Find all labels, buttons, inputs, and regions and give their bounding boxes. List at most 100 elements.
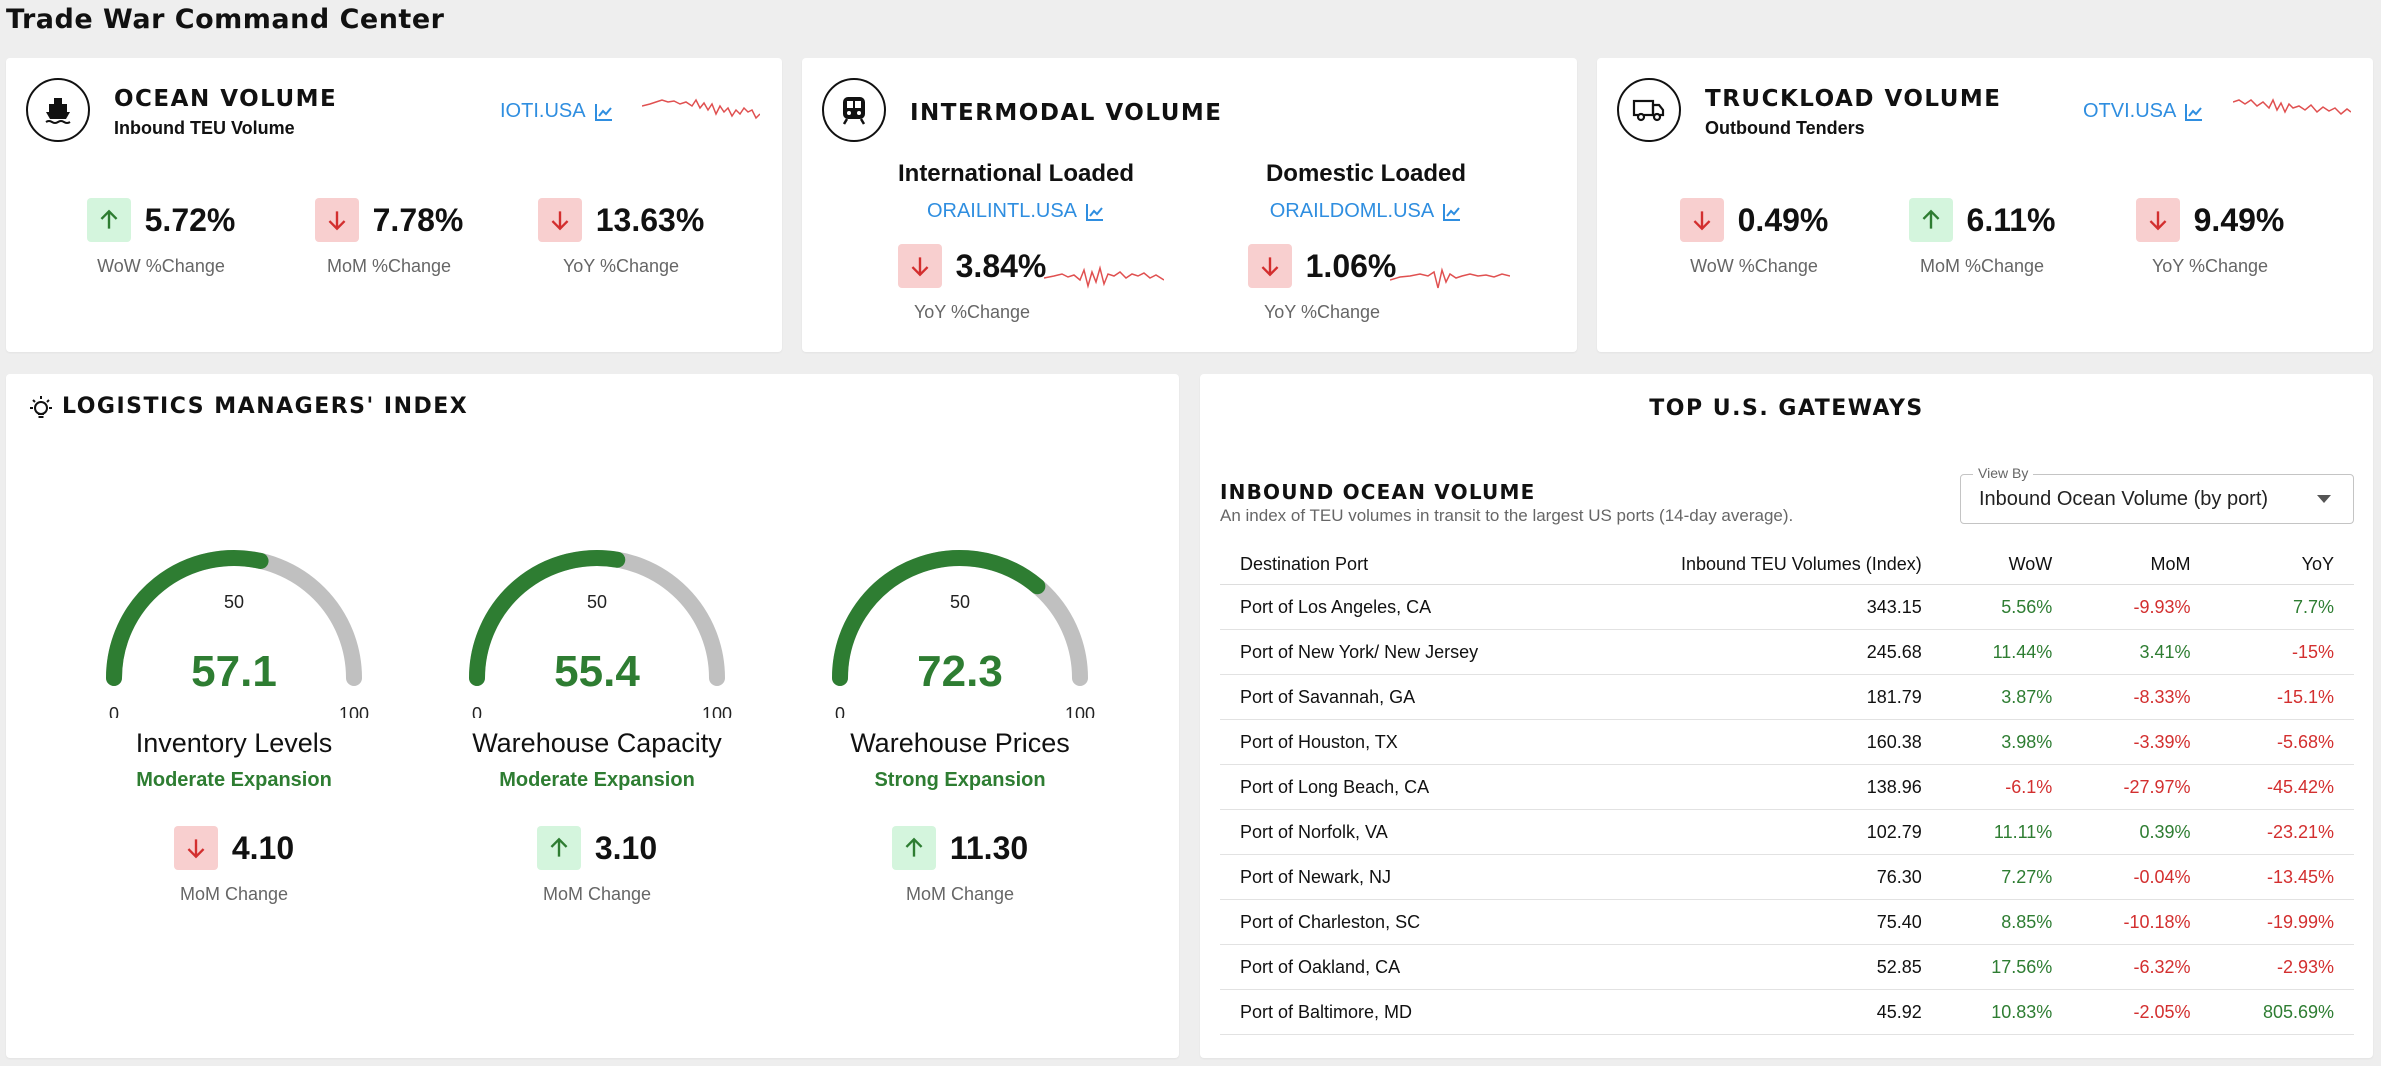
page-title: Trade War Command Center — [6, 4, 445, 35]
gauge-change-value: 4.10 — [231, 829, 295, 866]
gauge-max-label: 100 — [339, 704, 369, 718]
table-row: Port of Charleston, SC 75.40 8.85% -10.18% -… — [1220, 899, 2354, 945]
value-cell: -23.21% — [2210, 809, 2354, 855]
ocean-yoy-metric: 13.63% YoY %Change — [506, 198, 736, 277]
table-row: Port of Long Beach, CA 138.96 -6.1% -27.97%… — [1220, 764, 2354, 810]
metric-value: 13.63% — [595, 201, 705, 238]
domestic-yoy-metric: 1.06% YoY %Change — [1192, 244, 1452, 323]
column-header[interactable]: Inbound TEU Volumes (Index) — [1579, 544, 1942, 585]
down-arrow-icon — [173, 826, 218, 870]
column-header[interactable]: Destination Port — [1220, 544, 1580, 585]
gauge-name: Inventory Levels — [135, 728, 333, 758]
value-cell: 3.87% — [1941, 674, 2073, 720]
port-name-cell: Port of Savannah, GA — [1220, 674, 1580, 720]
intermodal-volume-title: INTERMODAL VOLUME — [910, 100, 1223, 126]
metric-value: 6.11% — [1966, 201, 2056, 238]
gauge-name: Warehouse Capacity — [472, 728, 722, 758]
lmi-title: LOGISTICS MANAGERS' INDEX — [62, 394, 469, 419]
gauge-min-label: 0 — [109, 704, 119, 718]
gauge-value: 55.4 — [554, 647, 640, 696]
table-row: Port of Savannah, GA 181.79 3.87% -8.33% -15… — [1220, 674, 2354, 720]
port-name-cell: Port of Baltimore, MD — [1220, 989, 1580, 1035]
value-cell: 7.7% — [2210, 584, 2354, 630]
domestic-loaded-header: Domestic Loaded ORAILDOML.USA — [1196, 160, 1536, 223]
chart-icon — [594, 103, 612, 121]
chart-icon — [1086, 203, 1104, 221]
gauge-dial: 50 57.1 0 100 — [106, 550, 369, 718]
domestic-ticker-label: ORAILDOML.USA — [1269, 200, 1435, 222]
gauge-fill — [106, 550, 269, 686]
table-row: Port of Los Angeles, CA 343.15 5.56% -9.93%… — [1220, 584, 2354, 630]
down-arrow-icon — [897, 244, 942, 288]
value-cell: -9.93% — [2072, 584, 2211, 630]
value-cell: 3.98% — [1941, 719, 2073, 765]
column-header[interactable]: WoW — [1941, 544, 2073, 585]
gauge-change-label: MoM Change — [542, 884, 652, 904]
value-cell: 181.79 — [1579, 674, 1942, 720]
value-cell: 8.85% — [1941, 899, 2073, 945]
value-cell: 5.56% — [1941, 584, 2073, 630]
value-cell: -8.33% — [2072, 674, 2211, 720]
value-cell: 0.39% — [2072, 809, 2211, 855]
down-arrow-icon — [1247, 244, 1292, 288]
lmi-card: LOGISTICS MANAGERS' INDEX 50 57.1 0 100 Inv… — [6, 374, 1179, 1058]
value-cell: 805.69% — [2210, 989, 2354, 1035]
metric-label: WoW %Change — [97, 256, 225, 276]
port-name-cell: Port of Los Angeles, CA — [1220, 584, 1580, 630]
gauge-name: Warehouse Prices — [850, 728, 1070, 758]
domestic-sparkline — [1390, 267, 1510, 289]
train-icon — [822, 78, 886, 142]
ship-icon — [26, 78, 90, 142]
gauge-warehouse-capacity: 50 55.4 0 100 Warehouse Capacity Moderate E… — [447, 538, 747, 905]
gauge-mid-label: 50 — [587, 592, 607, 612]
view-by-select[interactable]: View By Inbound Ocean Volume (by port) — [1960, 465, 2354, 524]
gauge-max-label: 100 — [1065, 704, 1095, 718]
table-row: Port of New York/ New Jersey 245.68 11.44%… — [1220, 629, 2354, 675]
table-row: Port of Baltimore, MD 45.92 10.83% -2.05% 80… — [1220, 989, 2354, 1035]
table-header-row: Destination Port Inbound TEU Volumes (In… — [1220, 544, 2354, 585]
inbound-ocean-volume-description: An index of TEU volumes in transit to th… — [1220, 506, 1794, 525]
chart-icon — [1443, 203, 1461, 221]
ocean-volume-title: OCEAN VOLUME — [114, 86, 338, 112]
value-cell: 343.15 — [1579, 584, 1942, 630]
truckload-sparkline — [2233, 98, 2351, 116]
truck-icon — [1617, 78, 1681, 142]
down-arrow-icon — [2135, 198, 2180, 242]
up-arrow-icon — [891, 826, 936, 870]
value-cell: -5.68% — [2210, 719, 2354, 765]
column-header[interactable]: YoY — [2210, 544, 2354, 585]
value-cell: -27.97% — [2072, 764, 2211, 810]
down-arrow-icon — [1679, 198, 1724, 242]
value-cell: 245.68 — [1579, 629, 1942, 675]
column-header[interactable]: MoM — [2072, 544, 2211, 585]
truckload-ticker-link[interactable]: OTVI.USA — [2083, 100, 2204, 123]
truckload-ticker-label: OTVI.USA — [2083, 100, 2177, 122]
value-cell: -6.1% — [1941, 764, 2073, 810]
port-name-cell: Port of Oakland, CA — [1220, 944, 1580, 990]
value-cell: 11.44% — [1941, 629, 2073, 675]
ocean-volume-subtitle: Inbound TEU Volume — [114, 118, 295, 138]
value-cell: -10.18% — [2072, 899, 2211, 945]
value-cell: -45.42% — [2210, 764, 2354, 810]
domestic-loaded-title: Domestic Loaded — [1265, 160, 1467, 187]
metric-value: 1.06% — [1305, 247, 1397, 284]
chart-icon — [2185, 103, 2203, 121]
port-name-cell: Port of New York/ New Jersey — [1220, 629, 1580, 675]
value-cell: -3.39% — [2072, 719, 2211, 765]
international-ticker-link[interactable]: ORAILINTL.USA — [846, 200, 1186, 223]
ocean-ticker-link[interactable]: IOTI.USA — [500, 100, 614, 123]
gauge-dial: 50 72.3 0 100 — [832, 550, 1095, 718]
gauge-change-value: 3.10 — [594, 829, 658, 866]
ocean-sparkline — [642, 98, 760, 120]
value-cell: 52.85 — [1579, 944, 1942, 990]
international-sparkline — [1044, 265, 1164, 289]
truckload-yoy-metric: 9.49% YoY %Change — [2095, 198, 2325, 277]
view-by-value: Inbound Ocean Volume (by port) — [1979, 487, 2269, 510]
intermodal-volume-card: INTERMODAL VOLUME International Loaded O… — [802, 58, 1577, 352]
port-name-cell: Port of Norfolk, VA — [1220, 809, 1580, 855]
domestic-ticker-link[interactable]: ORAILDOML.USA — [1196, 200, 1536, 223]
gauge-inventory-levels: 50 57.1 0 100 Inventory Levels Moderate Exp… — [84, 538, 384, 905]
value-cell: -15.1% — [2210, 674, 2354, 720]
metric-label: YoY %Change — [562, 256, 680, 276]
gauge-mid-label: 50 — [224, 592, 244, 612]
